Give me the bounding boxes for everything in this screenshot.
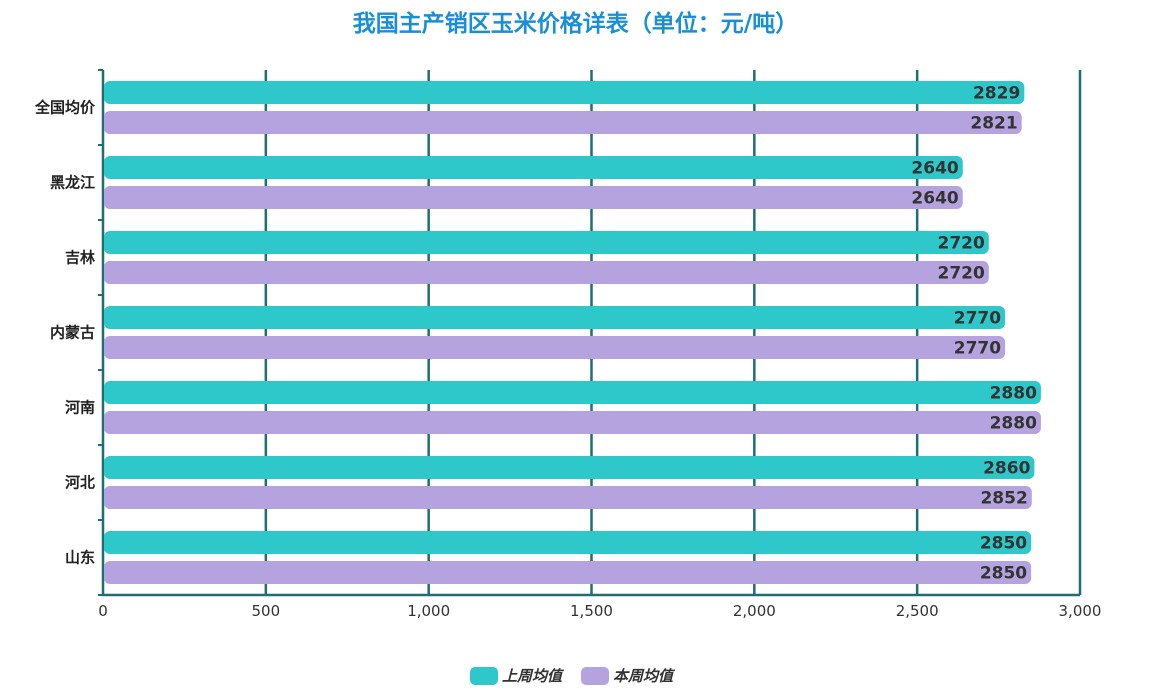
bar-value-label: 2852 xyxy=(980,489,1027,509)
category-label: 山东 xyxy=(65,549,95,567)
bar-last-week[interactable] xyxy=(104,456,1035,479)
legend-label: 本周均值 xyxy=(613,667,676,685)
bar-value-label: 2821 xyxy=(970,114,1017,134)
bar-this-week[interactable] xyxy=(104,411,1041,434)
bar-this-week[interactable] xyxy=(104,336,1006,359)
bar-last-week[interactable] xyxy=(104,381,1041,404)
category-label: 河北 xyxy=(65,474,95,492)
axes xyxy=(98,69,1080,597)
legend-item[interactable]: 上周均值 xyxy=(470,667,565,685)
category-label: 河南 xyxy=(65,399,95,417)
bar-value-label: 2850 xyxy=(980,534,1027,554)
bar-this-week[interactable] xyxy=(104,561,1032,584)
x-tick-label: 500 xyxy=(252,602,281,620)
bar-last-week[interactable] xyxy=(104,231,989,254)
bar-value-label: 2720 xyxy=(937,264,984,284)
bar-value-label: 2640 xyxy=(911,159,958,179)
legend-swatch xyxy=(470,667,498,685)
bars xyxy=(104,81,1041,584)
x-tick-label: 2,000 xyxy=(733,602,776,620)
bar-last-week[interactable] xyxy=(104,81,1025,104)
bar-this-week[interactable] xyxy=(104,186,963,209)
bar-last-week[interactable] xyxy=(104,306,1006,329)
x-tick-label: 1,000 xyxy=(407,602,450,620)
bar-last-week[interactable] xyxy=(104,156,963,179)
labels: 0 500 1,000 1,500 2,000 2,500 3,000 全国均价 2829 282… xyxy=(34,84,1101,621)
x-tick-label: 3,000 xyxy=(1059,602,1102,620)
bar-last-week[interactable] xyxy=(104,531,1032,554)
legend-label: 上周均值 xyxy=(502,667,565,685)
bar-value-label: 2850 xyxy=(980,564,1027,584)
x-tick-label: 1,500 xyxy=(570,602,613,620)
bar-value-label: 2860 xyxy=(983,459,1030,479)
x-tick-label: 2,500 xyxy=(896,602,939,620)
bar-value-label: 2720 xyxy=(937,234,984,254)
category-label: 全国均价 xyxy=(34,99,96,117)
bar-value-label: 2829 xyxy=(973,84,1020,104)
bar-this-week[interactable] xyxy=(104,261,989,284)
grid-lines xyxy=(264,70,1082,595)
bar-value-label: 2880 xyxy=(990,414,1037,434)
category-label: 黑龙江 xyxy=(50,174,95,192)
category-label: 吉林 xyxy=(65,249,96,267)
bar-value-label: 2770 xyxy=(954,339,1001,359)
bar-value-label: 2770 xyxy=(954,309,1001,329)
category-label: 内蒙古 xyxy=(50,324,95,342)
bar-this-week[interactable] xyxy=(104,111,1022,134)
legend[interactable]: 上周均值 本周均值 xyxy=(470,667,676,685)
bar-value-label: 2880 xyxy=(990,384,1037,404)
bar-value-label: 2640 xyxy=(911,189,958,209)
bar-this-week[interactable] xyxy=(104,486,1032,509)
x-tick-label: 0 xyxy=(98,602,108,620)
legend-item[interactable]: 本周均值 xyxy=(581,667,676,685)
legend-swatch xyxy=(581,667,609,685)
chart-title: 我国主产销区玉米价格详表（单位：元/吨） xyxy=(352,11,799,37)
